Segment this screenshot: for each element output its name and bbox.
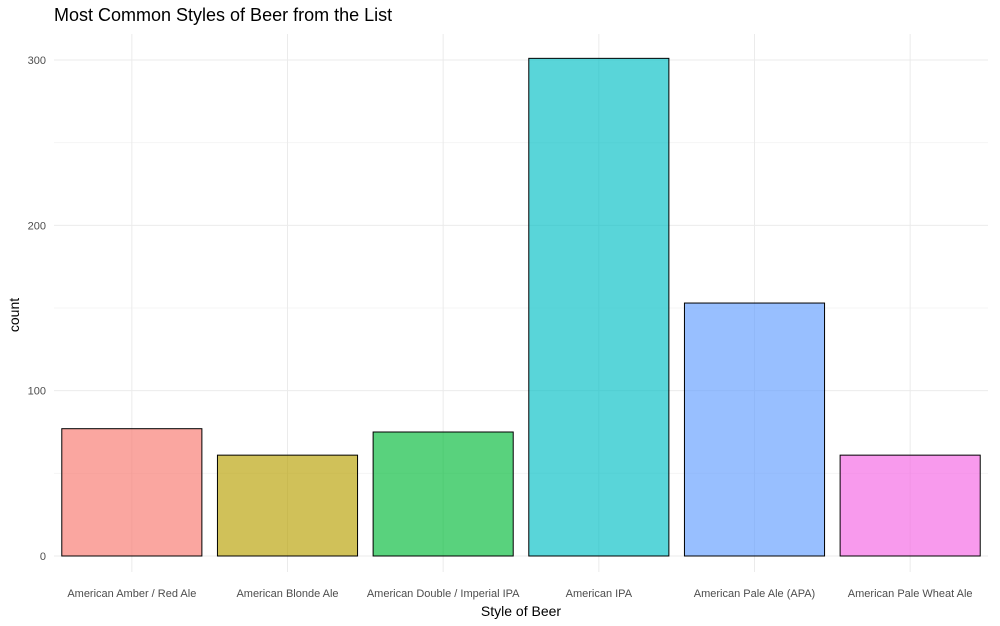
y-axis-title: count (6, 298, 22, 332)
x-tick-label: American IPA (566, 588, 633, 600)
bars (61, 57, 981, 557)
bar (61, 428, 203, 557)
x-tick-label: American Pale Ale (APA) (694, 588, 815, 600)
y-tick-label: 300 (28, 55, 46, 67)
x-tick-label: American Double / Imperial IPA (367, 588, 520, 600)
y-tick-label: 0 (40, 551, 46, 563)
y-tick-label: 100 (28, 386, 46, 398)
y-tick-label: 200 (28, 220, 46, 232)
x-tick-label: American Blonde Ale (236, 588, 338, 600)
y-axis-ticks: 0 100 200 300 (28, 55, 46, 563)
x-axis-title: Style of Beer (481, 603, 561, 619)
x-tick-label: American Amber / Red Ale (67, 588, 196, 600)
bar (216, 454, 359, 557)
bar (839, 454, 981, 557)
bar (372, 431, 514, 557)
chart-title: Most Common Styles of Beer from the List (54, 5, 393, 25)
x-axis-ticks: American Amber / Red Ale American Blonde … (67, 588, 972, 600)
bar (528, 57, 670, 557)
bar (683, 302, 826, 557)
x-tick-label: American Pale Wheat Ale (848, 588, 973, 600)
